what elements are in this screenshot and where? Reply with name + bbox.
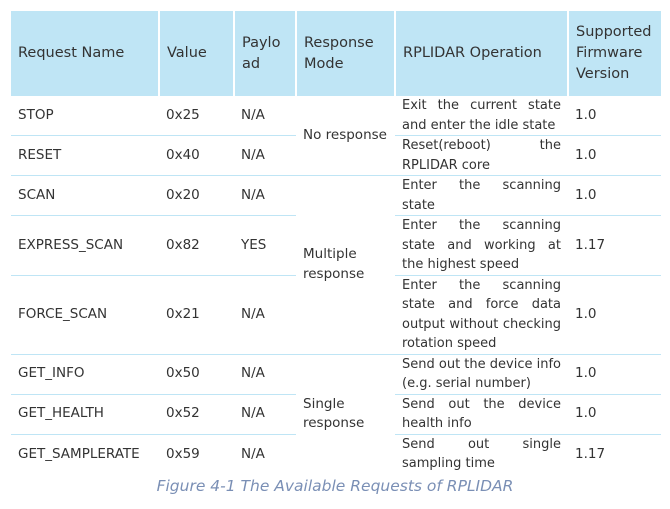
header-firmware: Supported Firmware Version: [568, 11, 661, 96]
cell-firmware: 1.0: [568, 353, 661, 394]
header-response-mode: Response Mode: [296, 11, 396, 96]
cell-value: 0x82: [159, 215, 234, 275]
cell-request-name: RESET: [11, 135, 159, 176]
cell-request-name: STOP: [11, 96, 159, 136]
requests-table: Request Name Value Payload Response Mode…: [11, 11, 661, 474]
cell-payload: N/A: [234, 393, 296, 434]
cell-firmware: 1.0: [568, 274, 661, 354]
table-row: FORCE_SCAN 0x21 N/A Enter the scanning s…: [11, 274, 661, 354]
cell-payload: N/A: [234, 96, 296, 136]
table-row: GET_HEALTH 0x52 N/A Send out the device …: [11, 393, 661, 434]
cell-operation: Enter the scanning state and working at …: [395, 215, 568, 275]
table-row: SCAN 0x20 N/A Multiple response Enter th…: [11, 175, 661, 354]
table-row: GET_SAMPLERATE 0x59 N/A Send out single …: [11, 433, 661, 474]
cell-firmware: 1.0: [568, 393, 661, 434]
cell-payload: N/A: [234, 433, 296, 474]
requests-table-container: Request Name Value Payload Response Mode…: [11, 11, 661, 474]
cell-operation: Send out the device info (e.g. serial nu…: [395, 353, 568, 394]
cell-payload: N/A: [234, 135, 296, 176]
cell-value: 0x50: [159, 353, 234, 394]
cell-operation: Exit the current state and enter the idl…: [395, 96, 568, 136]
cell-payload: N/A: [234, 274, 296, 354]
cell-response-mode: No response: [296, 96, 395, 176]
cell-value: 0x21: [159, 274, 234, 354]
table-row: GET_INFO 0x50 N/A Single response Send o…: [11, 353, 661, 474]
cell-operation: Send out the device health info: [395, 393, 568, 434]
header-request-name: Request Name: [11, 11, 160, 96]
cell-value: 0x40: [159, 135, 234, 176]
cell-value: 0x25: [159, 96, 234, 136]
table-row: STOP 0x25 N/A No response Exit the curre…: [11, 96, 661, 176]
cell-operation: Reset(reboot) the RPLIDAR core: [395, 135, 568, 176]
cell-firmware: 1.17: [568, 433, 661, 474]
cell-payload: N/A: [234, 175, 296, 216]
cell-payload: YES: [234, 215, 296, 275]
cell-firmware: 1.0: [568, 96, 661, 136]
figure-caption: Figure 4-1 The Available Requests of RPL…: [156, 477, 514, 495]
cell-operation: Enter the scanning state and force data …: [395, 274, 568, 354]
cell-request-name: FORCE_SCAN: [11, 274, 159, 354]
cell-payload: N/A: [234, 353, 296, 394]
header-value: Value: [159, 11, 235, 96]
cell-firmware: 1.0: [568, 175, 661, 216]
table-row: RESET 0x40 N/A Reset(reboot) the RPLIDAR…: [11, 135, 661, 176]
cell-operation: Send out single sampling time: [395, 433, 568, 474]
cell-response-mode: Single response: [296, 353, 395, 474]
cell-value: 0x52: [159, 393, 234, 434]
cell-value: 0x59: [159, 433, 234, 474]
cell-firmware: 1.0: [568, 135, 661, 176]
header-operation: RPLIDAR Operation: [395, 11, 569, 96]
cell-request-name: GET_INFO: [11, 353, 159, 394]
cell-firmware: 1.17: [568, 215, 661, 275]
table-row: EXPRESS_SCAN 0x82 YES Enter the scanning…: [11, 215, 661, 275]
cell-request-name: SCAN: [11, 175, 159, 216]
cell-operation: Enter the scanning state: [395, 175, 568, 216]
cell-value: 0x20: [159, 175, 234, 216]
cell-response-mode: Multiple response: [296, 175, 395, 354]
cell-request-name: EXPRESS_SCAN: [11, 215, 159, 275]
cell-request-name: GET_HEALTH: [11, 393, 159, 434]
table-header-row: Request Name Value Payload Response Mode…: [11, 11, 661, 96]
header-payload: Payload: [234, 11, 297, 96]
cell-request-name: GET_SAMPLERATE: [11, 433, 159, 474]
